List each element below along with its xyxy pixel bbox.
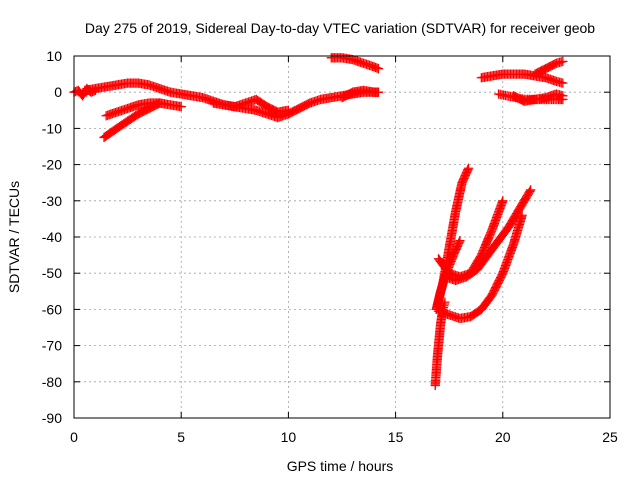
data-points — [69, 53, 568, 391]
series-arc-2 — [80, 78, 384, 123]
data-point — [558, 56, 568, 67]
series-arc-12 — [440, 185, 536, 286]
data-point — [526, 185, 536, 195]
data-point — [373, 87, 384, 97]
chart-title: Day 275 of 2019, Sidereal Day-to-day VTE… — [85, 20, 595, 36]
data-point — [558, 91, 568, 101]
x-axis-label: GPS time / hours — [287, 458, 394, 474]
data-point — [455, 235, 465, 246]
data-point — [153, 99, 164, 109]
data-point — [463, 163, 474, 173]
x-tick-label: 10 — [281, 429, 297, 445]
x-tick-label: 25 — [602, 429, 618, 445]
y-tick-label: -20 — [42, 157, 62, 173]
series-arc-3 — [101, 98, 186, 121]
y-tick-label: 10 — [46, 48, 62, 64]
series-arc-13 — [433, 210, 527, 324]
y-tick-label: 0 — [54, 84, 62, 100]
y-tick-label: -10 — [42, 120, 62, 136]
data-point — [517, 210, 527, 220]
data-point — [558, 78, 568, 88]
y-tick-label: -80 — [42, 374, 62, 390]
y-tick-label: -70 — [42, 338, 62, 354]
series-arc-15 — [530, 56, 568, 79]
x-tick-label: 20 — [495, 429, 511, 445]
series-arc-4 — [99, 98, 165, 143]
data-point — [155, 98, 165, 108]
y-tick-label: -50 — [42, 265, 62, 281]
series-arc-14 — [476, 69, 568, 88]
data-point — [373, 64, 384, 74]
series-arc-6 — [326, 53, 384, 74]
series-arc-7 — [337, 85, 384, 103]
data-point — [176, 102, 186, 112]
y-tick-label: -60 — [42, 301, 62, 317]
data-point — [525, 186, 535, 196]
data-point — [283, 105, 294, 115]
y-tick-label: -40 — [42, 229, 62, 245]
data-point — [498, 196, 508, 206]
y-tick-label: -30 — [42, 193, 62, 209]
series-arc-17 — [508, 89, 568, 106]
x-tick-label: 15 — [388, 429, 404, 445]
y-axis-label: SDTVAR / TECUs — [6, 181, 22, 293]
x-tick-label: 0 — [70, 429, 78, 445]
series-arc-5 — [208, 94, 294, 117]
plot-frame — [73, 55, 611, 419]
y-tick-label: -90 — [42, 410, 62, 426]
x-tick-label: 5 — [177, 429, 185, 445]
